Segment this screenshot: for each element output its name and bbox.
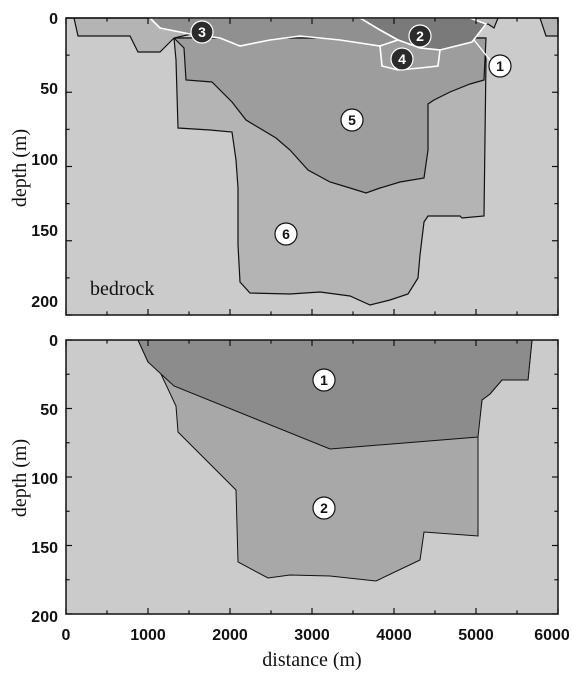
- xtick-label: 2000: [212, 627, 248, 644]
- top-ytick-label: 100: [31, 152, 58, 169]
- xtick-label: 4000: [376, 627, 412, 644]
- bottom-ytick-label: 0: [49, 333, 58, 350]
- top-marker-1: 1: [488, 54, 512, 78]
- marker-label: 1: [496, 58, 504, 74]
- top-marker-5: 5: [340, 108, 364, 132]
- marker-label: 6: [282, 226, 290, 242]
- bottom-panel: 0 50 100 150 200 depth (m) 1 2 0 1000 20…: [9, 333, 570, 671]
- top-marker-6: 6: [274, 222, 298, 246]
- top-panel: 0 50 100 150 200 depth (m) bedrock 1 2 3…: [9, 11, 559, 316]
- marker-label: 2: [416, 28, 424, 44]
- marker-label: 4: [398, 51, 406, 67]
- top-marker-4: 4: [390, 47, 414, 71]
- x-axis-title: distance (m): [262, 649, 361, 671]
- bedrock-label: bedrock: [90, 278, 154, 300]
- xtick-label: 0: [62, 627, 71, 644]
- bottom-marker-1: 1: [312, 368, 336, 392]
- xtick-label: 3000: [294, 627, 330, 644]
- marker-label: 5: [348, 112, 356, 128]
- top-marker-2: 2: [408, 24, 432, 48]
- xtick-label: 1000: [130, 627, 166, 644]
- marker-label: 1: [320, 372, 328, 388]
- marker-label: 3: [198, 24, 206, 40]
- top-ytick-label: 150: [31, 223, 58, 240]
- top-y-axis-title: depth (m): [9, 129, 31, 207]
- bottom-ytick-label: 200: [31, 609, 58, 626]
- top-panel-ticks: [65, 17, 559, 316]
- bottom-ytick-label: 150: [31, 540, 58, 557]
- top-marker-1-leader: [473, 39, 491, 61]
- bottom-ytick-label: 50: [40, 402, 58, 419]
- bottom-ytick-label: 100: [31, 471, 58, 488]
- top-unit-5: [172, 37, 487, 194]
- bottom-unit-1: [137, 339, 533, 450]
- xtick-label: 6000: [534, 627, 570, 644]
- bottom-marker-2: 2: [312, 496, 336, 520]
- xtick-label: 5000: [458, 627, 494, 644]
- top-ytick-label: 50: [40, 81, 58, 98]
- top-ytick-label: 200: [31, 294, 58, 311]
- marker-label: 2: [320, 500, 328, 516]
- bottom-y-axis-title: depth (m): [9, 439, 31, 517]
- bottom-panel-ticks: [65, 339, 559, 615]
- top-unit-3: [148, 17, 400, 47]
- top-marker-3: 3: [190, 20, 214, 44]
- top-ytick-label: 0: [49, 11, 58, 28]
